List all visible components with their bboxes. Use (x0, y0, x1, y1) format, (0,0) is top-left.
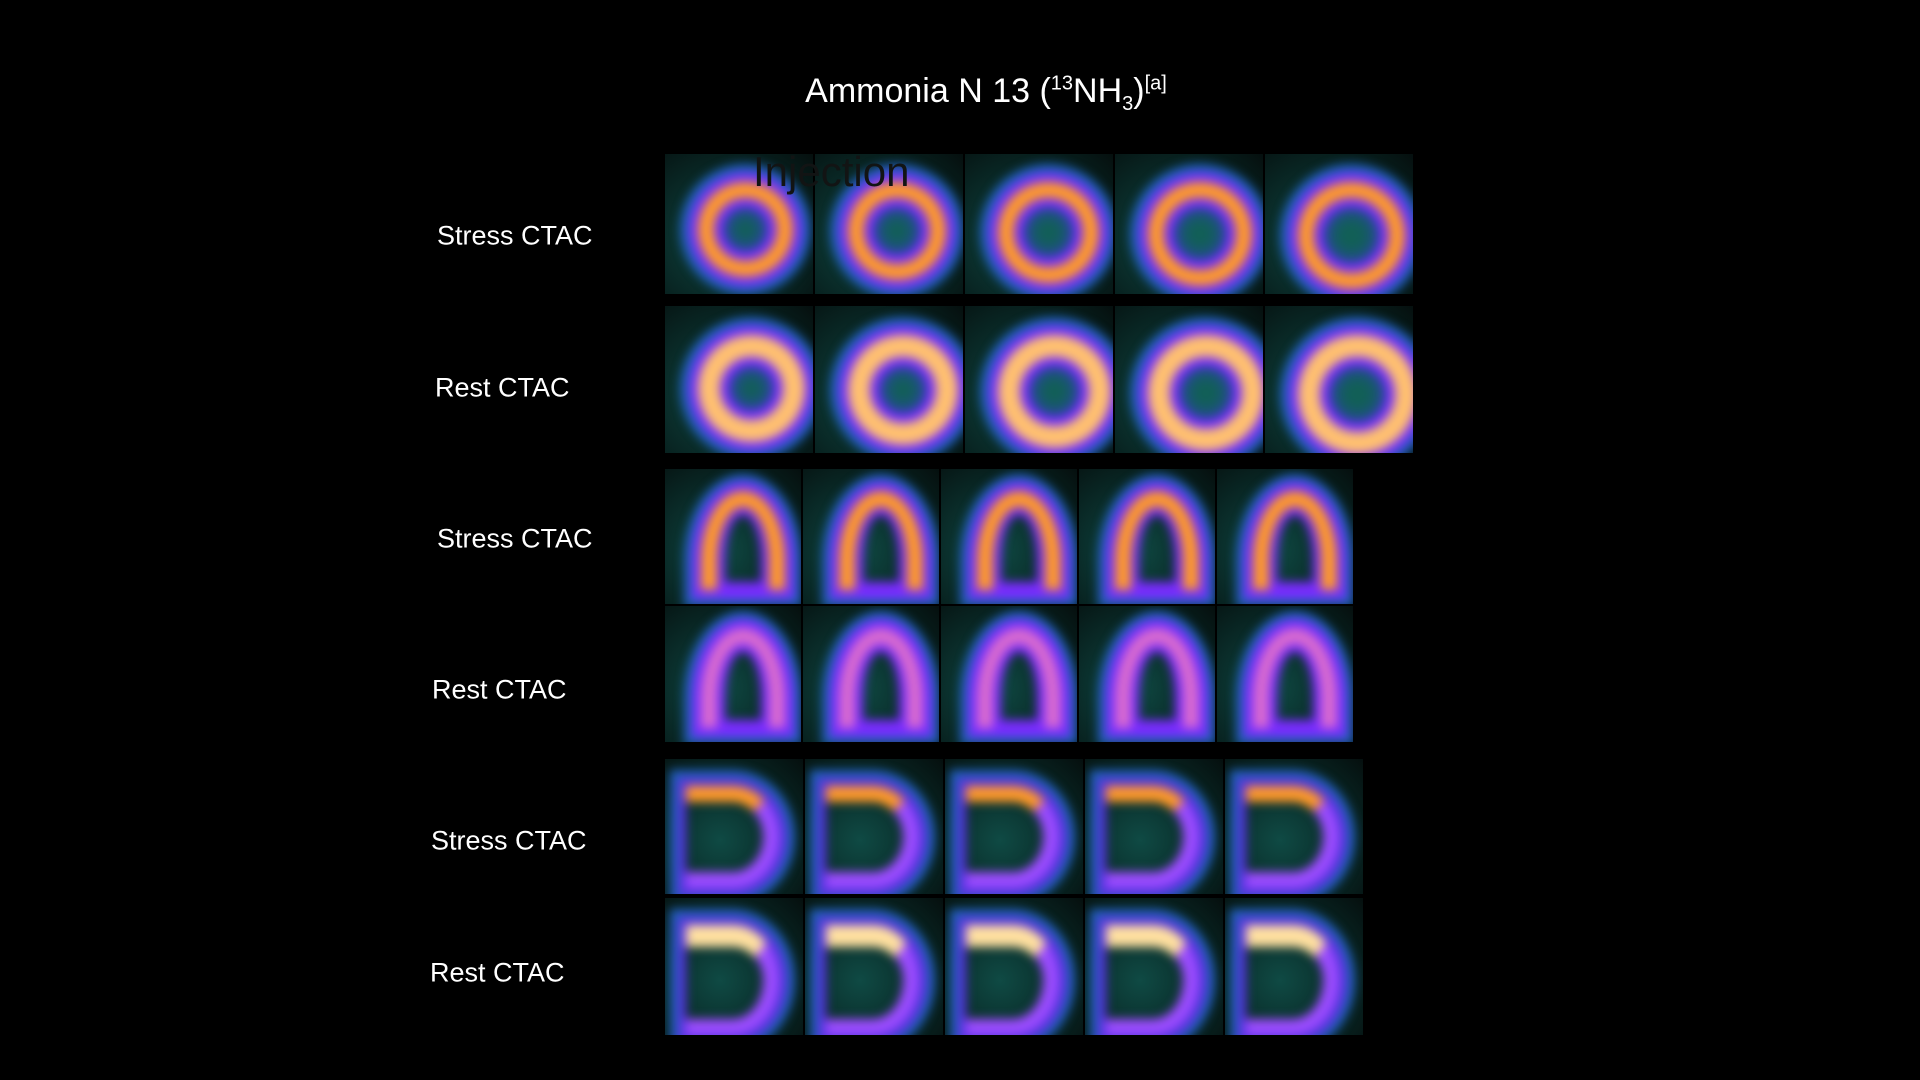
myocardium-uptake-shape (838, 490, 924, 591)
pet-slice-image (1217, 469, 1353, 604)
pet-slice-image (803, 469, 939, 604)
pet-slice-image (1085, 898, 1223, 1035)
myocardium-uptake-shape (998, 182, 1099, 283)
myocardium-uptake-shape (700, 490, 786, 591)
pet-slice-image (941, 469, 1077, 604)
pet-slice-image (805, 898, 943, 1035)
myocardium-uptake-shape (966, 925, 1059, 1035)
pet-slice-image (1265, 154, 1413, 294)
pet-slice-image (803, 606, 939, 742)
myocardium-uptake-shape (698, 182, 793, 277)
pet-slice-image (941, 606, 1077, 742)
myocardium-uptake-shape (1114, 490, 1200, 591)
myocardium-uptake-shape (1148, 335, 1263, 452)
title-close: ) (1133, 72, 1145, 110)
row-label: Rest CTAC (430, 957, 565, 988)
row-label: Rest CTAC (432, 674, 567, 705)
pet-slice-image (815, 306, 963, 453)
myocardium-uptake-shape (1114, 627, 1200, 729)
slide-title: Ammonia N 13 (13NH3)[a] (0, 72, 1920, 116)
injection-overlay-text: Injection (753, 148, 910, 195)
myocardium-uptake-shape (838, 627, 924, 729)
pet-slice-image (965, 154, 1113, 294)
row-label: Stress CTAC (431, 825, 587, 856)
pet-slice-image (945, 898, 1083, 1035)
myocardium-uptake-shape (1246, 925, 1339, 1035)
title-text: Ammonia N 13 ( (805, 72, 1051, 110)
title-subscript: 3 (1122, 92, 1134, 115)
myocardium-uptake-shape (1298, 182, 1405, 289)
myocardium-uptake-shape (1252, 627, 1338, 729)
pet-slice-image (1115, 154, 1263, 294)
pet-slice-image (945, 759, 1083, 894)
title-footnote: [a] (1144, 72, 1167, 95)
myocardium-uptake-shape (698, 335, 805, 443)
myocardium-uptake-shape (976, 627, 1062, 729)
myocardium-uptake-shape (700, 627, 786, 729)
pet-slice-image (805, 759, 943, 894)
title-formula: NH (1073, 72, 1123, 110)
row-label: Stress CTAC (437, 220, 593, 251)
myocardium-uptake-shape (826, 786, 919, 889)
pet-slice-image (1079, 606, 1215, 742)
myocardium-uptake-shape (998, 335, 1111, 449)
myocardium-uptake-shape (1252, 490, 1338, 591)
pet-slice-image (665, 306, 813, 453)
pet-slice-image (665, 606, 801, 742)
row-label: Stress CTAC (437, 523, 593, 554)
myocardium-uptake-shape (1106, 786, 1199, 889)
image-row-short-axis-rest (665, 306, 1415, 453)
myocardium-uptake-shape (826, 925, 919, 1035)
pet-slice-image (1217, 606, 1353, 742)
image-row-horizontal-long-axis-stress (665, 759, 1365, 894)
myocardium-uptake-shape (1298, 335, 1413, 453)
row-label: Rest CTAC (435, 372, 570, 403)
myocardium-uptake-shape (976, 490, 1062, 591)
myocardium-uptake-shape (1106, 925, 1199, 1035)
pet-slice-image (815, 154, 963, 294)
pet-slice-image (665, 898, 803, 1035)
pet-slice-image (665, 154, 813, 294)
pet-slice-image (1079, 469, 1215, 604)
pet-slice-image (665, 469, 801, 604)
pet-slice-image (1265, 306, 1413, 453)
myocardium-uptake-shape (966, 786, 1059, 889)
pet-slice-image (1225, 759, 1363, 894)
pet-slice-image (1115, 306, 1263, 453)
myocardium-uptake-shape (686, 925, 779, 1035)
pet-slice-image (1225, 898, 1363, 1035)
image-row-short-axis-stress (665, 154, 1415, 294)
image-row-vertical-long-axis-stress (665, 469, 1355, 604)
myocardium-uptake-shape (848, 182, 946, 280)
image-row-vertical-long-axis-rest (665, 606, 1355, 742)
pet-slice-image (665, 759, 803, 894)
image-row-horizontal-long-axis-rest (665, 898, 1365, 1035)
pet-slice-image (1085, 759, 1223, 894)
myocardium-uptake-shape (1246, 786, 1339, 889)
myocardium-uptake-shape (686, 786, 779, 889)
myocardium-uptake-shape (848, 335, 958, 446)
title-superscript: 13 (1050, 72, 1074, 95)
pet-slice-image (965, 306, 1113, 453)
myocardium-uptake-shape (1148, 182, 1252, 286)
